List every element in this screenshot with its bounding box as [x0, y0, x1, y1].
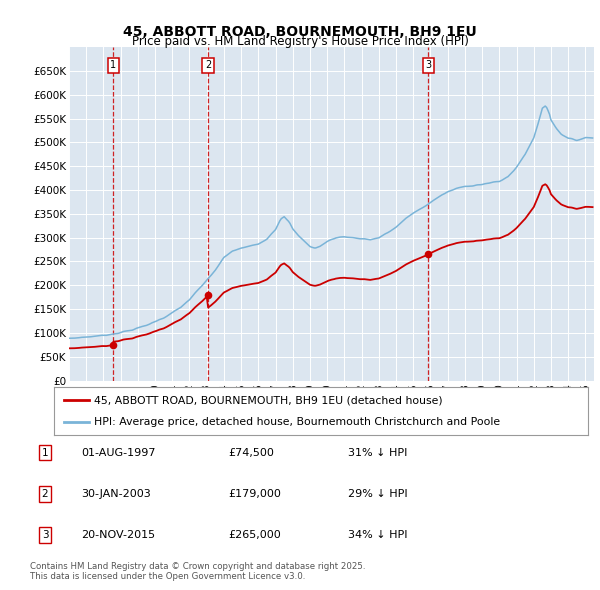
- Text: 34% ↓ HPI: 34% ↓ HPI: [348, 530, 407, 540]
- Text: £74,500: £74,500: [228, 448, 274, 457]
- Text: 3: 3: [425, 60, 431, 70]
- Text: HPI: Average price, detached house, Bournemouth Christchurch and Poole: HPI: Average price, detached house, Bour…: [94, 417, 500, 427]
- Text: 30-JAN-2003: 30-JAN-2003: [81, 489, 151, 499]
- Text: £265,000: £265,000: [228, 530, 281, 540]
- Text: Contains HM Land Registry data © Crown copyright and database right 2025.: Contains HM Land Registry data © Crown c…: [30, 562, 365, 571]
- Text: 1: 1: [110, 60, 116, 70]
- Text: 1: 1: [41, 448, 49, 457]
- Text: 31% ↓ HPI: 31% ↓ HPI: [348, 448, 407, 457]
- Text: 3: 3: [41, 530, 49, 540]
- Text: 20-NOV-2015: 20-NOV-2015: [81, 530, 155, 540]
- Text: 01-AUG-1997: 01-AUG-1997: [81, 448, 155, 457]
- Text: 29% ↓ HPI: 29% ↓ HPI: [348, 489, 407, 499]
- Text: 2: 2: [41, 489, 49, 499]
- Text: Price paid vs. HM Land Registry's House Price Index (HPI): Price paid vs. HM Land Registry's House …: [131, 35, 469, 48]
- Text: 2: 2: [205, 60, 211, 70]
- Text: This data is licensed under the Open Government Licence v3.0.: This data is licensed under the Open Gov…: [30, 572, 305, 581]
- Text: 45, ABBOTT ROAD, BOURNEMOUTH, BH9 1EU: 45, ABBOTT ROAD, BOURNEMOUTH, BH9 1EU: [123, 25, 477, 39]
- Text: 45, ABBOTT ROAD, BOURNEMOUTH, BH9 1EU (detached house): 45, ABBOTT ROAD, BOURNEMOUTH, BH9 1EU (d…: [94, 395, 443, 405]
- Text: £179,000: £179,000: [228, 489, 281, 499]
